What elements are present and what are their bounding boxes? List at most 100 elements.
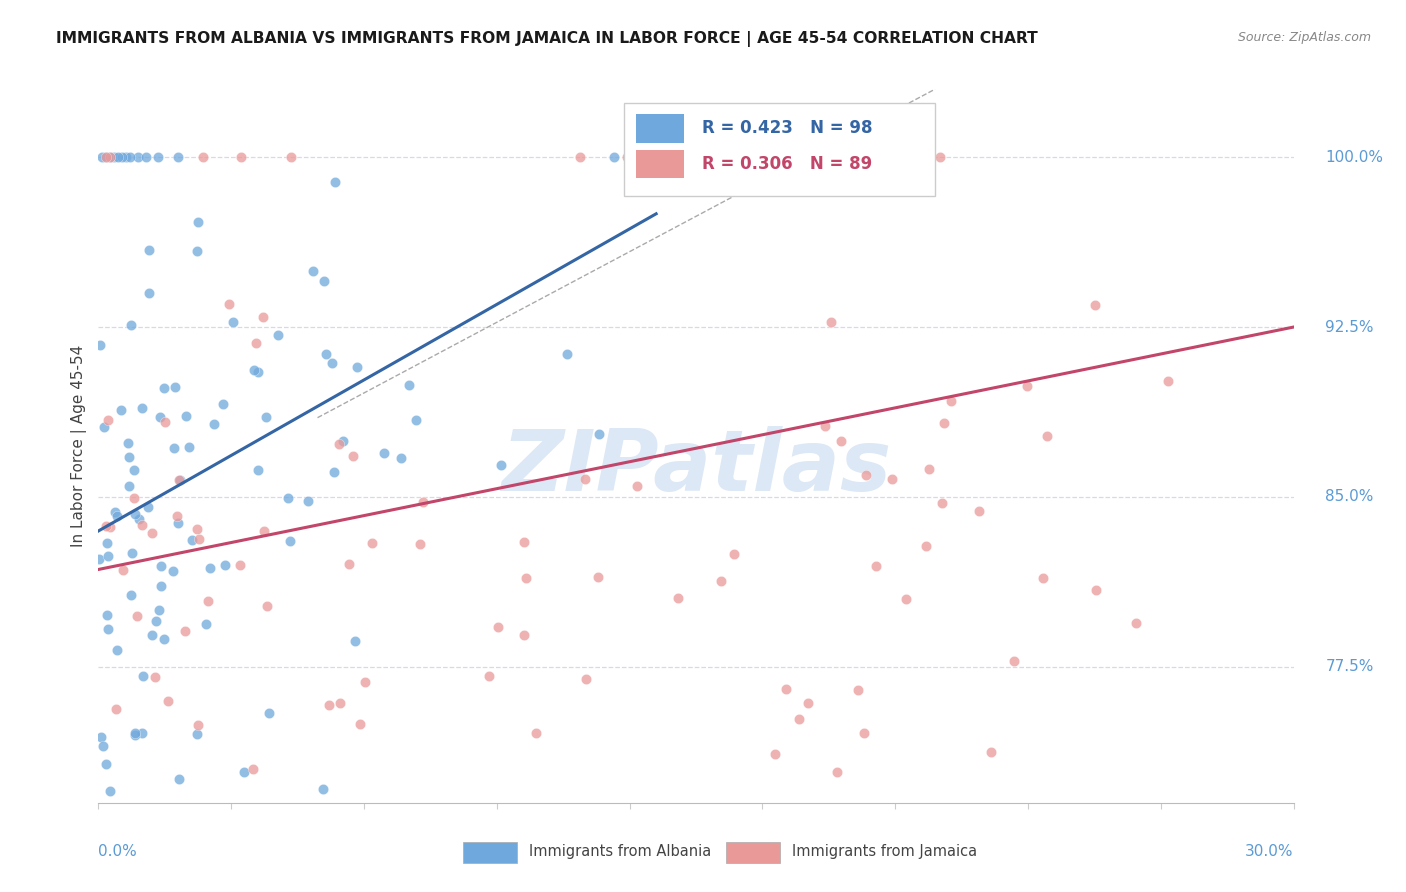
Point (515, 571, 537, 585)
Point (231, 150, 253, 164)
Point (775, 681, 797, 696)
Point (491, 458, 513, 473)
Point (681, 150, 703, 164)
Point (107, 150, 129, 164)
Point (555, 347, 578, 361)
Point (1125, 616, 1147, 631)
FancyBboxPatch shape (463, 842, 517, 863)
Point (143, 669, 166, 683)
Point (98, 150, 122, 164)
Text: ZIPatlas: ZIPatlas (501, 425, 891, 509)
Y-axis label: In Labor Force | Age 45-54: In Labor Force | Age 45-54 (72, 345, 87, 547)
Point (825, 765, 848, 780)
Point (163, 441, 186, 455)
Point (212, 397, 235, 411)
Point (797, 697, 820, 711)
Point (342, 449, 364, 463)
Point (96, 607, 118, 622)
Point (934, 416, 956, 430)
Point (186, 522, 208, 536)
Point (967, 503, 990, 517)
Point (880, 472, 903, 486)
Point (115, 150, 138, 164)
Point (111, 563, 134, 577)
Point (318, 698, 340, 712)
Point (253, 524, 276, 539)
Point (222, 315, 245, 329)
Point (346, 360, 368, 375)
Text: 92.5%: 92.5% (1326, 319, 1374, 334)
FancyBboxPatch shape (636, 150, 685, 178)
Point (233, 765, 256, 780)
Point (93, 419, 115, 434)
Point (131, 726, 153, 740)
Point (195, 616, 218, 631)
Point (245, 335, 267, 350)
Text: Immigrants from Jamaica: Immigrants from Jamaica (792, 844, 977, 859)
Point (138, 244, 160, 258)
Point (214, 558, 236, 573)
Point (132, 669, 155, 683)
Point (149, 559, 172, 574)
Point (120, 588, 142, 602)
Text: 85.0%: 85.0% (1326, 490, 1374, 505)
Point (135, 150, 157, 164)
Point (349, 717, 371, 731)
Point (124, 726, 146, 740)
Point (980, 745, 1002, 759)
Point (602, 150, 624, 164)
Point (166, 516, 188, 530)
Point (167, 772, 190, 786)
Point (131, 401, 153, 416)
Point (105, 642, 128, 657)
Point (202, 417, 225, 431)
Text: R = 0.306   N = 89: R = 0.306 N = 89 (702, 155, 872, 173)
Point (136, 500, 159, 514)
Point (187, 717, 209, 731)
Point (616, 150, 638, 164)
Point (94, 519, 117, 533)
FancyBboxPatch shape (636, 114, 685, 143)
Point (710, 574, 733, 589)
Point (787, 713, 810, 727)
Point (124, 507, 146, 521)
Point (398, 378, 420, 392)
Point (247, 365, 270, 379)
Point (315, 347, 337, 361)
Point (1015, 379, 1038, 393)
Text: 100.0%: 100.0% (1326, 150, 1384, 165)
Point (588, 570, 610, 584)
Point (278, 534, 301, 549)
Point (894, 591, 917, 606)
Point (321, 355, 343, 369)
Point (247, 463, 270, 477)
Point (277, 491, 299, 506)
Point (478, 668, 501, 682)
Point (626, 478, 648, 492)
Point (575, 673, 598, 687)
Text: IMMIGRANTS FROM ALBANIA VS IMMIGRANTS FROM JAMAICA IN LABOR FORCE | AGE 45-54 CO: IMMIGRANTS FROM ALBANIA VS IMMIGRANTS FR… (56, 31, 1038, 47)
Point (127, 608, 149, 623)
Point (117, 450, 139, 464)
Point (280, 150, 302, 164)
Point (174, 409, 197, 423)
Point (1002, 654, 1025, 668)
Point (257, 706, 280, 720)
Point (723, 547, 745, 561)
Point (89, 338, 111, 352)
Point (149, 410, 172, 425)
Point (814, 419, 837, 434)
Point (186, 244, 208, 258)
Point (162, 564, 184, 578)
Point (97, 549, 120, 563)
Point (1031, 571, 1053, 585)
Point (169, 473, 191, 487)
Point (98, 784, 121, 798)
Point (918, 461, 941, 475)
Point (193, 150, 215, 164)
Point (177, 440, 200, 454)
Point (186, 727, 208, 741)
Point (243, 362, 266, 376)
Point (148, 150, 170, 164)
Point (242, 762, 264, 776)
